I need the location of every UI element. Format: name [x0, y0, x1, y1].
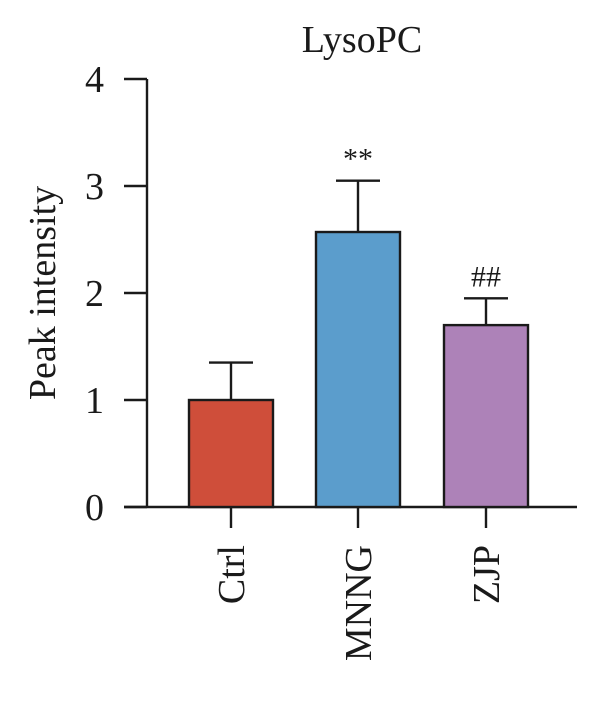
y-tick-label-1: 1: [85, 380, 104, 422]
bar-zjp: [442, 323, 530, 509]
y-tick-label-2: 2: [85, 273, 104, 315]
y-tick-label-3: 3: [85, 166, 104, 208]
y-tick-label-0: 0: [85, 487, 104, 529]
chart-title: LysoPC: [302, 19, 422, 61]
x-tick-label-mnng: MNNG: [338, 545, 380, 661]
x-tick-label-zjp: ZJP: [466, 545, 508, 604]
significance-mnng: **: [343, 143, 373, 176]
x-tick-label-ctrl: Ctrl: [211, 545, 253, 604]
bar-mnng: [314, 230, 402, 509]
error-bars: [209, 179, 508, 400]
significance-marks: ** ##: [343, 143, 501, 294]
x-ticks: Ctrl MNNG ZJP: [211, 507, 508, 661]
significance-zjp: ##: [471, 260, 501, 293]
y-tick-label-4: 4: [85, 59, 104, 101]
bar-ctrl: [187, 398, 275, 509]
y-ticks: 0 1 2 3 4: [85, 59, 147, 529]
y-axis-label: Peak intensity: [22, 186, 64, 400]
